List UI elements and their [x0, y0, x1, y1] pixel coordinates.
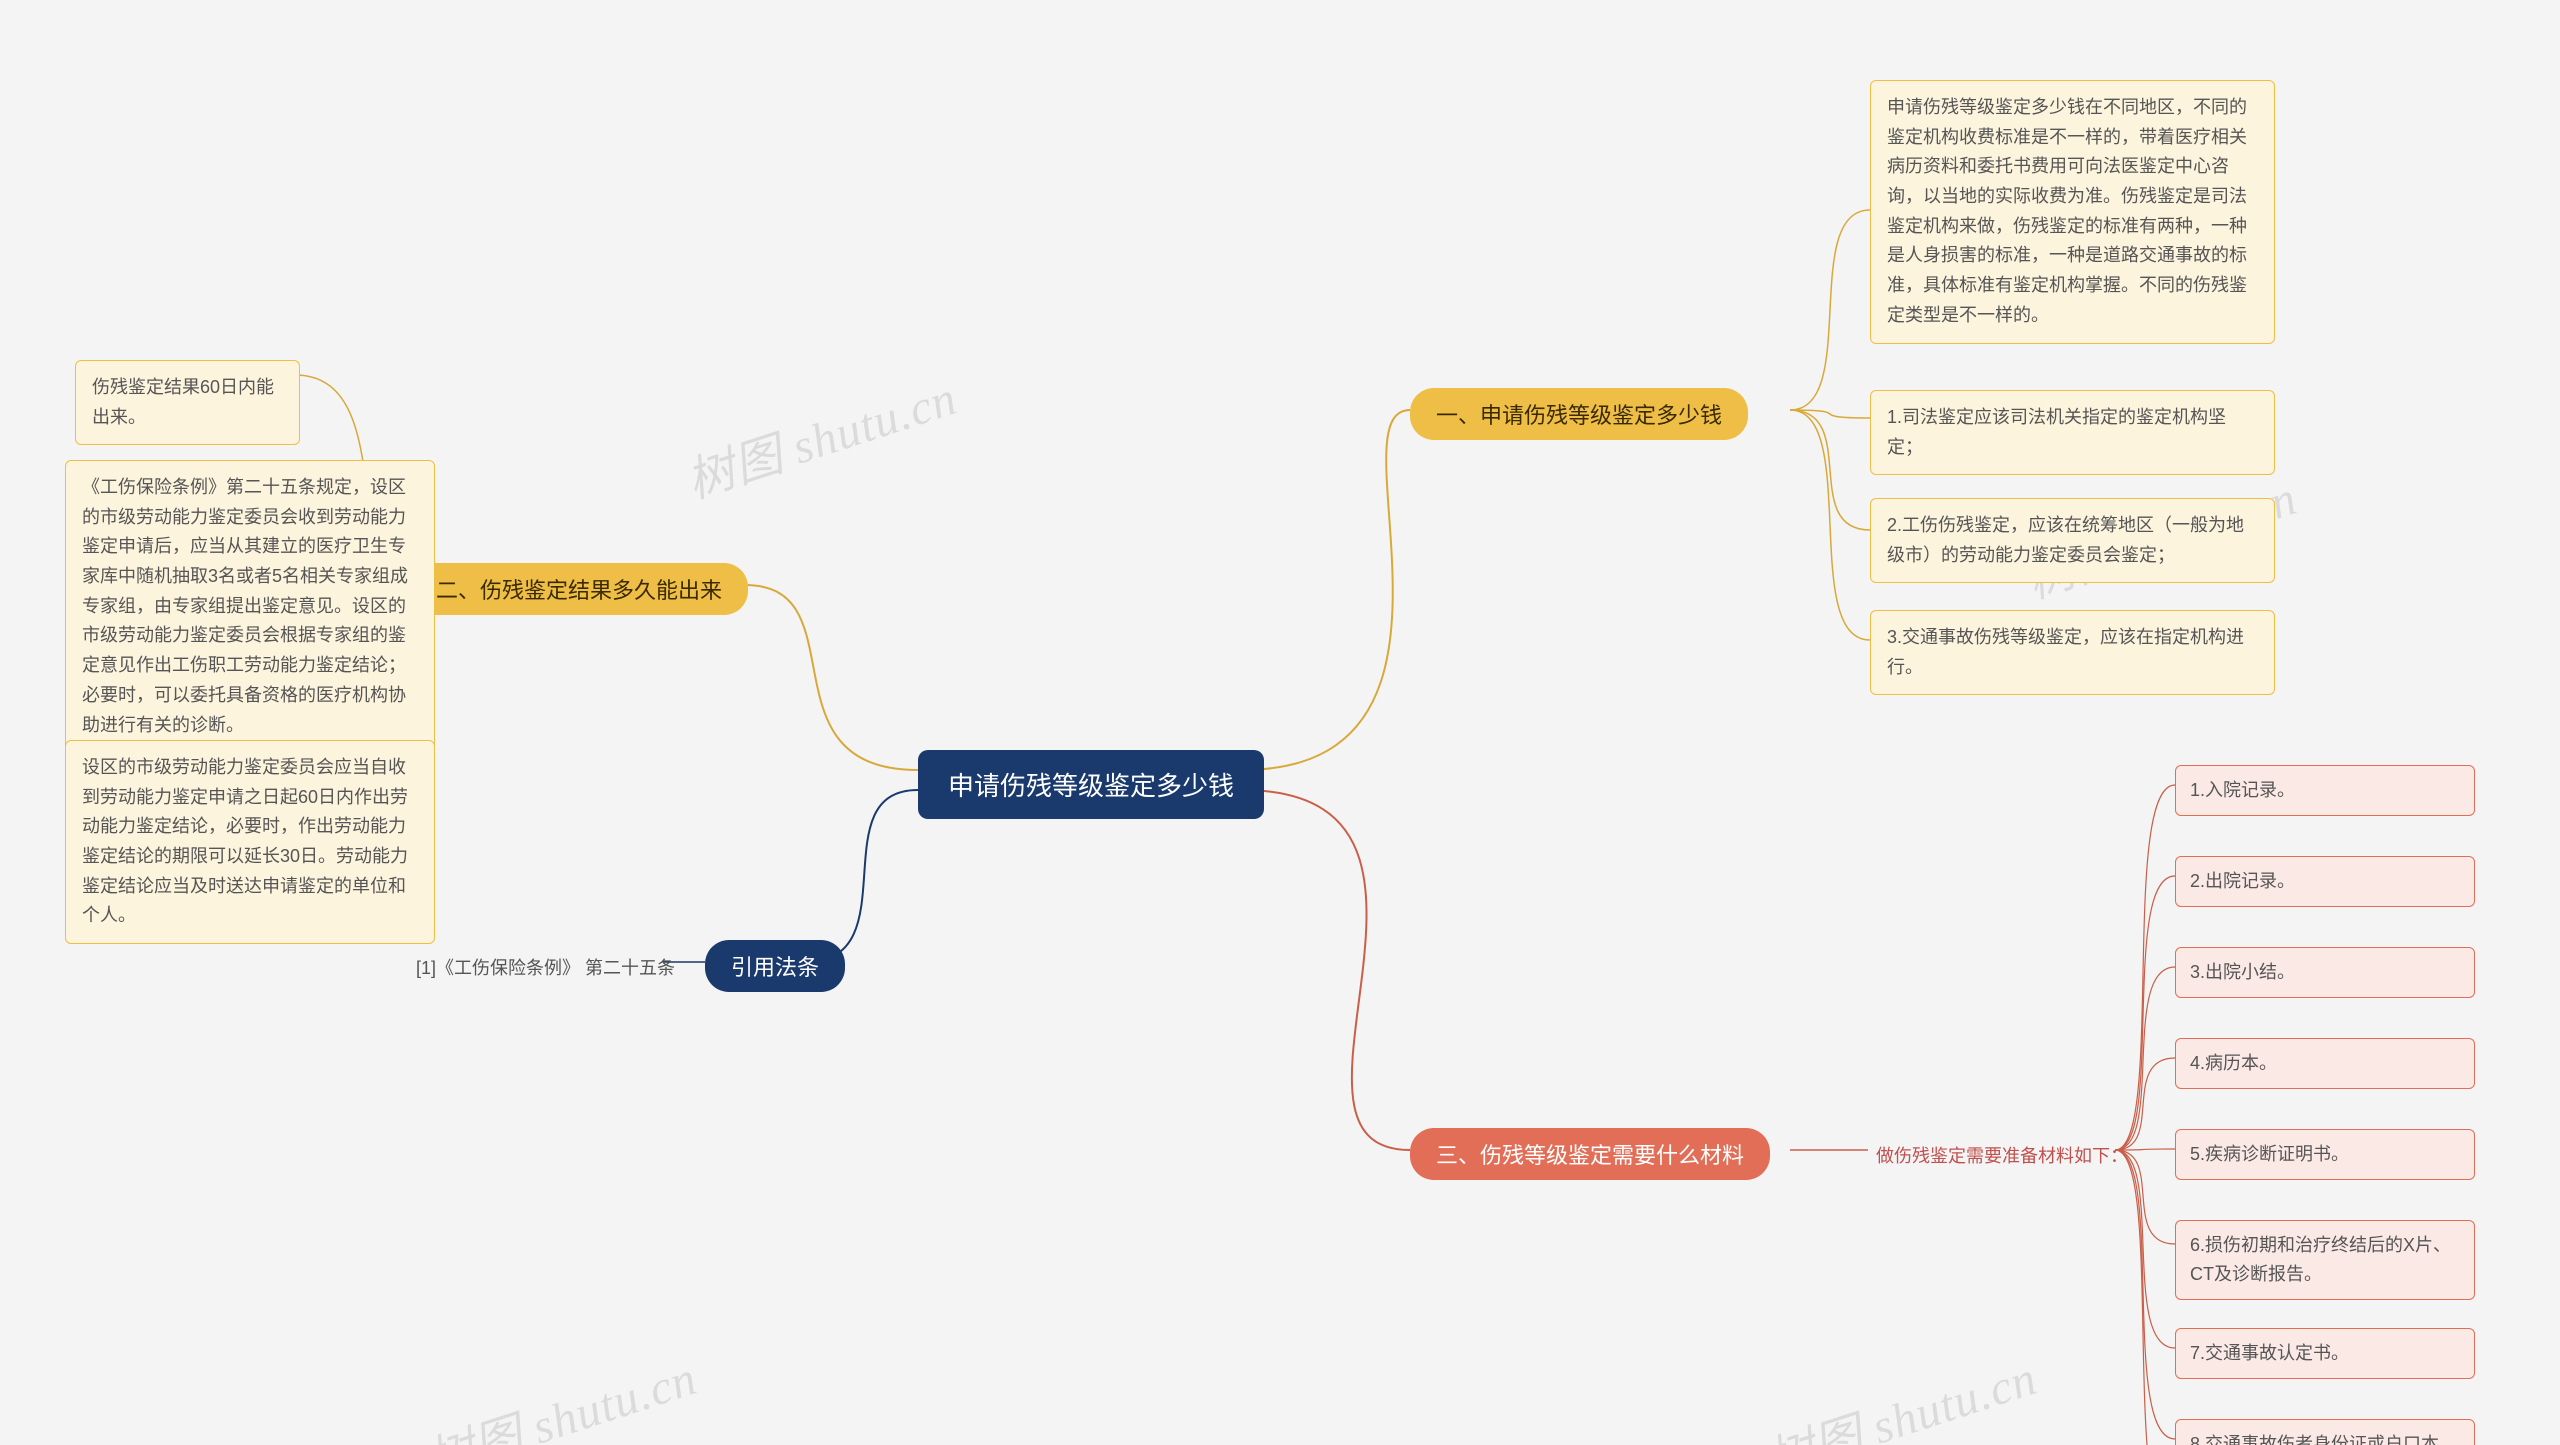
branch-3-sublabel: 做伤残鉴定需要准备材料如下：	[1870, 1138, 2134, 1172]
branch-4[interactable]: 引用法条	[705, 940, 845, 992]
branch-3-leaf-4: 5.疾病诊断证明书。	[2175, 1129, 2475, 1180]
branch-3-leaf-1: 2.出院记录。	[2175, 856, 2475, 907]
branch-4-leaf-0: [1]《工伤保险条例》 第二十五条	[410, 950, 681, 984]
branch-2-leaf-1: 《工伤保险条例》第二十五条规定，设区的市级劳动能力鉴定委员会收到劳动能力鉴定申请…	[65, 460, 435, 753]
branch-3-leaf-3: 4.病历本。	[2175, 1038, 2475, 1089]
branch-2-leaf-2: 设区的市级劳动能力鉴定委员会应当自收到劳动能力鉴定申请之日起60日内作出劳动能力…	[65, 740, 435, 944]
branch-3-leaf-5: 6.损伤初期和治疗终结后的X片、CT及诊断报告。	[2175, 1220, 2475, 1300]
watermark: 树图 shutu.cn	[416, 1338, 704, 1445]
branch-1[interactable]: 一、申请伤残等级鉴定多少钱	[1410, 388, 1748, 440]
branch-1-leaf-3: 3.交通事故伤残等级鉴定，应该在指定机构进行。	[1870, 610, 2275, 695]
branch-1-leaf-2: 2.工伤伤残鉴定，应该在统筹地区（一般为地级市）的劳动能力鉴定委员会鉴定；	[1870, 498, 2275, 583]
branch-1-label: 一、申请伤残等级鉴定多少钱	[1436, 403, 1722, 428]
branch-3-leaf-0: 1.入院记录。	[2175, 765, 2475, 816]
root-label: 申请伤残等级鉴定多少钱	[948, 771, 1234, 801]
branch-3-label: 三、伤残等级鉴定需要什么材料	[1436, 1143, 1744, 1168]
branch-2-label: 二、伤残鉴定结果多久能出来	[436, 578, 722, 603]
watermark: 树图 shutu.cn	[1756, 1338, 2044, 1445]
branch-2-leaf-0: 伤残鉴定结果60日内能出来。	[75, 360, 300, 445]
branch-3-leaf-7: 8.交通事故伤者身份证或户口本。	[2175, 1419, 2475, 1445]
branch-1-leaf-1: 1.司法鉴定应该司法机关指定的鉴定机构坚定；	[1870, 390, 2275, 475]
branch-2[interactable]: 二、伤残鉴定结果多久能出来	[410, 563, 748, 615]
branch-3[interactable]: 三、伤残等级鉴定需要什么材料	[1410, 1128, 1770, 1180]
branch-4-label: 引用法条	[731, 955, 819, 980]
root-node[interactable]: 申请伤残等级鉴定多少钱	[918, 750, 1264, 819]
branch-3-leaf-6: 7.交通事故认定书。	[2175, 1328, 2475, 1379]
watermark: 树图 shutu.cn	[676, 358, 964, 511]
branch-3-leaf-2: 3.出院小结。	[2175, 947, 2475, 998]
branch-1-leaf-0: 申请伤残等级鉴定多少钱在不同地区，不同的鉴定机构收费标准是不一样的，带着医疗相关…	[1870, 80, 2275, 344]
